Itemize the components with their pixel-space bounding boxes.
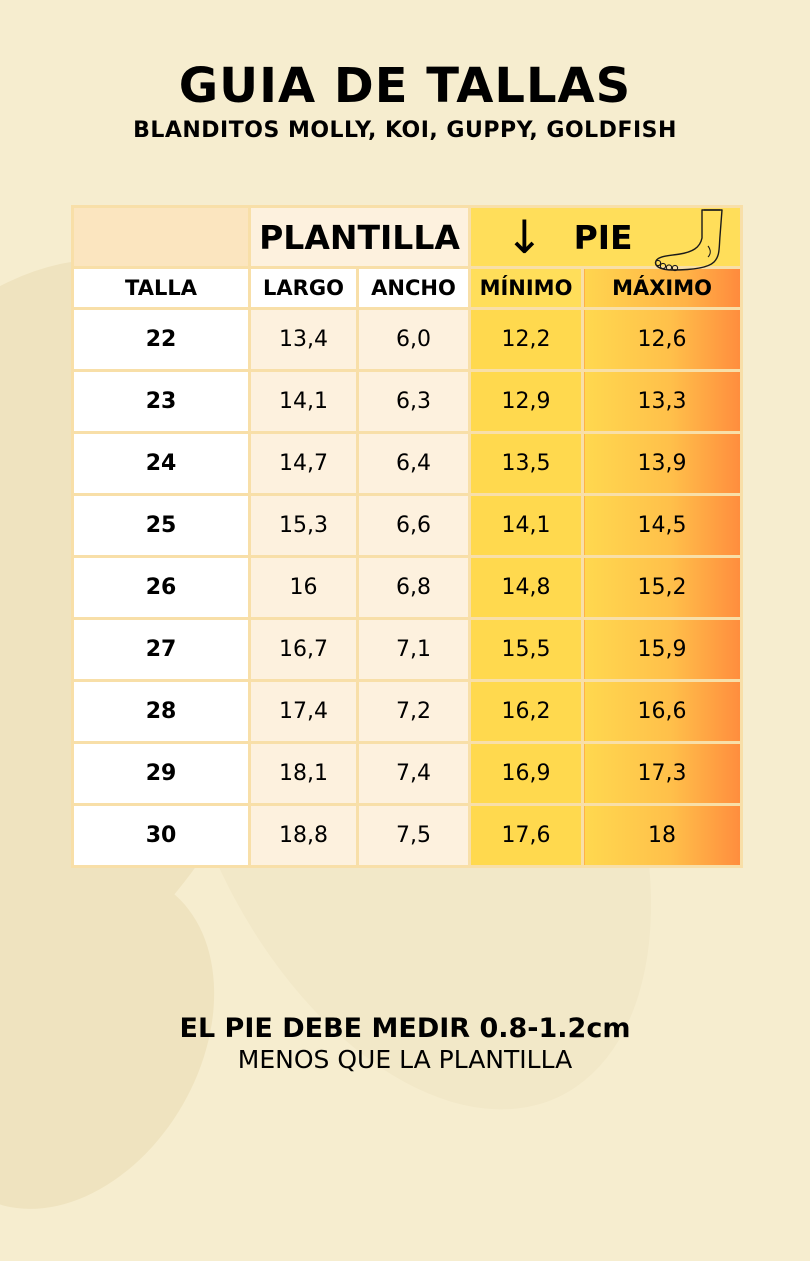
talla-cell: 26 (71, 555, 251, 620)
minimo-cell: 16,9 (468, 741, 585, 806)
plantilla-group-header: PLANTILLA (247, 205, 472, 269)
largo-cell: 14,1 (248, 369, 359, 434)
largo-cell: 17,4 (248, 679, 359, 744)
maximo-cell: 13,9 (581, 431, 744, 496)
largo-cell: 14,7 (248, 431, 359, 496)
ancho-cell: 7,2 (355, 679, 472, 744)
maximo-cell: 15,2 (581, 555, 744, 620)
minimo-cell: 16,2 (468, 679, 585, 744)
foot-icon (654, 209, 723, 272)
talla-cell: 28 (71, 679, 251, 744)
maximo-cell: 16,6 (581, 679, 744, 744)
largo-cell: 13,4 (248, 307, 359, 372)
page-title: GUIA DE TALLAS (178, 58, 632, 114)
corner-cell (71, 205, 251, 269)
talla-cell: 30 (71, 803, 251, 868)
ancho-cell: 6,3 (355, 369, 472, 434)
talla-cell: 23 (71, 369, 251, 434)
table-row: 24 14,7 6,4 13,5 13,9 (71, 431, 744, 496)
talla-cell: 25 (71, 493, 251, 558)
ancho-cell: 6,6 (355, 493, 472, 558)
ancho-cell: 7,5 (355, 803, 472, 868)
table-row: 26 16 6,8 14,8 15,2 (71, 555, 744, 620)
table-row: 25 15,3 6,6 14,1 14,5 (71, 493, 744, 558)
pie-group-header: ↓ PIE (468, 205, 744, 272)
ancho-cell: 7,1 (355, 617, 472, 682)
maximo-cell: 15,9 (581, 617, 744, 682)
talla-cell: 24 (71, 431, 251, 496)
arrow-down-icon: ↓ (505, 210, 544, 264)
largo-cell: 16 (248, 555, 359, 620)
table-row: 28 17,4 7,2 16,2 16,6 (71, 679, 744, 744)
maximo-cell: 13,3 (581, 369, 744, 434)
talla-cell: 29 (71, 741, 251, 806)
minimo-cell: 12,2 (468, 307, 585, 372)
column-header-maximo: MÁXIMO (581, 266, 744, 310)
largo-cell: 18,8 (248, 803, 359, 868)
measurement-note-detail: MENOS QUE LA PLANTILLA (237, 1045, 573, 1074)
minimo-cell: 15,5 (468, 617, 585, 682)
minimo-cell: 12,9 (468, 369, 585, 434)
talla-cell: 22 (71, 307, 251, 372)
ancho-cell: 6,0 (355, 307, 472, 372)
group-header-row: PLANTILLA ↓ PIE (71, 205, 744, 272)
talla-cell: 27 (71, 617, 251, 682)
table-row: 27 16,7 7,1 15,5 15,9 (71, 617, 744, 682)
column-header-minimo: MÍNIMO (468, 266, 585, 310)
column-header-ancho: ANCHO (355, 266, 472, 310)
largo-cell: 15,3 (248, 493, 359, 558)
table-row: 22 13,4 6,0 12,2 12,6 (71, 307, 744, 372)
maximo-cell: 12,6 (581, 307, 744, 372)
measurement-note: EL PIE DEBE MEDIR 0.8-1.2cm (179, 1013, 631, 1044)
size-guide-table: PLANTILLA ↓ PIE TALLA LARGO (71, 205, 744, 868)
pie-group-label: PIE (573, 217, 633, 257)
minimo-cell: 13,5 (468, 431, 585, 496)
minimo-cell: 17,6 (468, 803, 585, 868)
maximo-cell: 14,5 (581, 493, 744, 558)
largo-cell: 16,7 (248, 617, 359, 682)
minimo-cell: 14,1 (468, 493, 585, 558)
table-row: 30 18,8 7,5 17,6 18 (71, 803, 744, 868)
table-row: 23 14,1 6,3 12,9 13,3 (71, 369, 744, 434)
table-row: 29 18,1 7,4 16,9 17,3 (71, 741, 744, 806)
ancho-cell: 6,8 (355, 555, 472, 620)
minimo-cell: 14,8 (468, 555, 585, 620)
maximo-cell: 17,3 (581, 741, 744, 806)
maximo-cell: 18 (581, 803, 744, 868)
column-header-talla: TALLA (71, 266, 251, 310)
column-header-largo: LARGO (248, 266, 359, 310)
column-header-row: TALLA LARGO ANCHO MÍNIMO MÁXIMO (71, 266, 744, 310)
ancho-cell: 6,4 (355, 431, 472, 496)
largo-cell: 18,1 (248, 741, 359, 806)
page-subtitle: BLANDITOS MOLLY, KOI, GUPPY, GOLDFISH (133, 118, 677, 143)
ancho-cell: 7,4 (355, 741, 472, 806)
